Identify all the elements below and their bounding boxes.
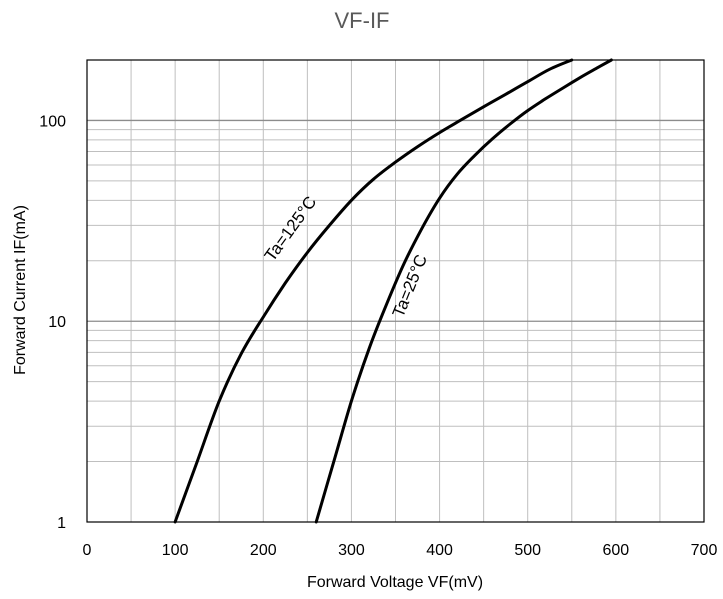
x-tick-label: 400	[426, 542, 453, 559]
x-tick-label: 100	[162, 542, 189, 559]
grid-lines	[87, 59, 704, 522]
plot-area-border	[86, 59, 705, 523]
x-tick-label: 500	[514, 542, 541, 559]
curves	[173, 58, 613, 524]
y-tick-label: 10	[48, 314, 66, 331]
y-axis-label: Forward Current IF(mA)	[12, 205, 29, 375]
series-ta-25c-line	[314, 58, 613, 524]
x-tick-labels: 0 100 200 300 400 500 600 700	[83, 542, 718, 559]
y-tick-label: 100	[39, 113, 66, 130]
x-tick-label: 600	[603, 542, 630, 559]
chart-title: VF-IF	[335, 8, 390, 33]
y-tick-label: 1	[57, 515, 66, 532]
x-tick-label: 700	[691, 542, 718, 559]
y-tick-labels: 1 10 100	[39, 113, 66, 532]
x-tick-label: 200	[250, 542, 277, 559]
series-label-ta-125c: Ta=125°C	[261, 193, 321, 265]
x-tick-label: 300	[338, 542, 365, 559]
x-axis-label: Forward Voltage VF(mV)	[307, 574, 483, 591]
series-ta-125c-line	[173, 58, 574, 524]
curve-labels: Ta=125°CTa=25°C	[261, 193, 431, 320]
x-tick-label: 0	[83, 542, 92, 559]
